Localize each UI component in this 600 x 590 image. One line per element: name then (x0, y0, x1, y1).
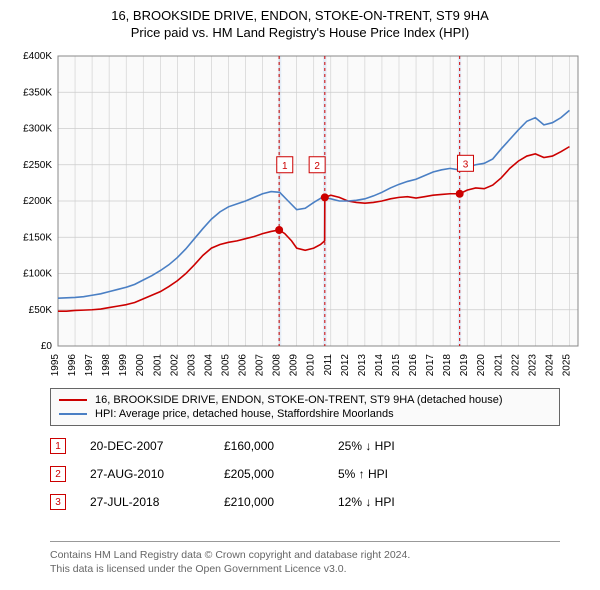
svg-text:2008: 2008 (272, 354, 283, 377)
svg-text:2005: 2005 (220, 354, 231, 377)
event-price: £160,000 (224, 439, 314, 453)
footer: Contains HM Land Registry data © Crown c… (50, 541, 560, 576)
svg-text:2002: 2002 (169, 354, 180, 377)
event-marker: 3 (50, 494, 66, 510)
svg-text:2016: 2016 (408, 354, 419, 377)
legend-label: 16, BROOKSIDE DRIVE, ENDON, STOKE-ON-TRE… (95, 394, 503, 406)
svg-text:£350K: £350K (23, 87, 52, 98)
svg-text:2009: 2009 (289, 354, 300, 377)
legend-swatch (59, 399, 87, 401)
svg-text:1998: 1998 (101, 354, 112, 377)
svg-text:2017: 2017 (425, 354, 436, 377)
svg-text:2020: 2020 (476, 354, 487, 377)
svg-text:£400K: £400K (23, 51, 52, 62)
svg-text:2018: 2018 (442, 354, 453, 377)
svg-text:2010: 2010 (306, 354, 317, 377)
chart-area: £0 £50K £100K £150K £200K £250K £300K £350K £400… (10, 48, 590, 378)
event-date: 20-DEC-2007 (90, 439, 200, 453)
legend: 16, BROOKSIDE DRIVE, ENDON, STOKE-ON-TRE… (50, 388, 560, 426)
event-date: 27-JUL-2018 (90, 495, 200, 509)
event-row: 2 27-AUG-2010 £205,000 5% ↑ HPI (50, 460, 560, 488)
legend-item: HPI: Average price, detached house, Staf… (59, 407, 551, 421)
event-price: £205,000 (224, 467, 314, 481)
svg-text:2013: 2013 (357, 354, 368, 377)
svg-text:2003: 2003 (186, 354, 197, 377)
svg-text:£200K: £200K (23, 196, 52, 207)
event-row: 3 27-JUL-2018 £210,000 12% ↓ HPI (50, 488, 560, 516)
event-row: 1 20-DEC-2007 £160,000 25% ↓ HPI (50, 432, 560, 460)
svg-text:2015: 2015 (391, 354, 402, 377)
svg-text:1996: 1996 (67, 354, 78, 377)
svg-text:2011: 2011 (323, 354, 334, 376)
event-marker: 1 (50, 438, 66, 454)
event-date: 27-AUG-2010 (90, 467, 200, 481)
svg-text:£0: £0 (41, 341, 53, 352)
svg-text:2024: 2024 (544, 354, 555, 377)
legend-label: HPI: Average price, detached house, Staf… (95, 408, 394, 420)
svg-text:£50K: £50K (29, 305, 53, 316)
legend-item: 16, BROOKSIDE DRIVE, ENDON, STOKE-ON-TRE… (59, 393, 551, 407)
svg-text:2025: 2025 (561, 354, 572, 377)
svg-text:2019: 2019 (459, 354, 470, 377)
footer-line1: Contains HM Land Registry data © Crown c… (50, 548, 560, 562)
svg-text:1999: 1999 (118, 354, 129, 377)
svg-text:2000: 2000 (135, 354, 146, 377)
svg-text:2023: 2023 (527, 354, 538, 377)
svg-text:2014: 2014 (374, 354, 385, 377)
svg-text:1: 1 (282, 161, 288, 172)
svg-text:2004: 2004 (203, 354, 214, 377)
line-chart: £0 £50K £100K £150K £200K £250K £300K £350K £400… (10, 48, 590, 378)
svg-text:2021: 2021 (493, 354, 504, 377)
svg-text:1995: 1995 (50, 354, 61, 377)
event-price: £210,000 (224, 495, 314, 509)
svg-text:£250K: £250K (23, 160, 52, 171)
event-diff: 25% ↓ HPI (338, 439, 458, 453)
svg-text:2022: 2022 (510, 354, 521, 377)
svg-text:2007: 2007 (255, 354, 266, 377)
event-diff: 12% ↓ HPI (338, 495, 458, 509)
chart-title: 16, BROOKSIDE DRIVE, ENDON, STOKE-ON-TRE… (10, 8, 590, 23)
footer-line2: This data is licensed under the Open Gov… (50, 562, 560, 576)
chart-subtitle: Price paid vs. HM Land Registry's House … (10, 25, 590, 40)
svg-text:1997: 1997 (84, 354, 95, 377)
svg-text:£100K: £100K (23, 269, 52, 280)
svg-text:2006: 2006 (238, 354, 249, 377)
event-diff: 5% ↑ HPI (338, 467, 458, 481)
svg-text:2012: 2012 (340, 354, 351, 377)
svg-text:£300K: £300K (23, 124, 52, 135)
svg-text:3: 3 (463, 159, 469, 170)
svg-text:2: 2 (314, 161, 320, 172)
svg-text:2001: 2001 (152, 354, 163, 377)
event-marker: 2 (50, 466, 66, 482)
events-table: 1 20-DEC-2007 £160,000 25% ↓ HPI 2 27-AUG-201… (50, 432, 560, 516)
svg-text:£150K: £150K (23, 232, 52, 243)
legend-swatch (59, 413, 87, 415)
